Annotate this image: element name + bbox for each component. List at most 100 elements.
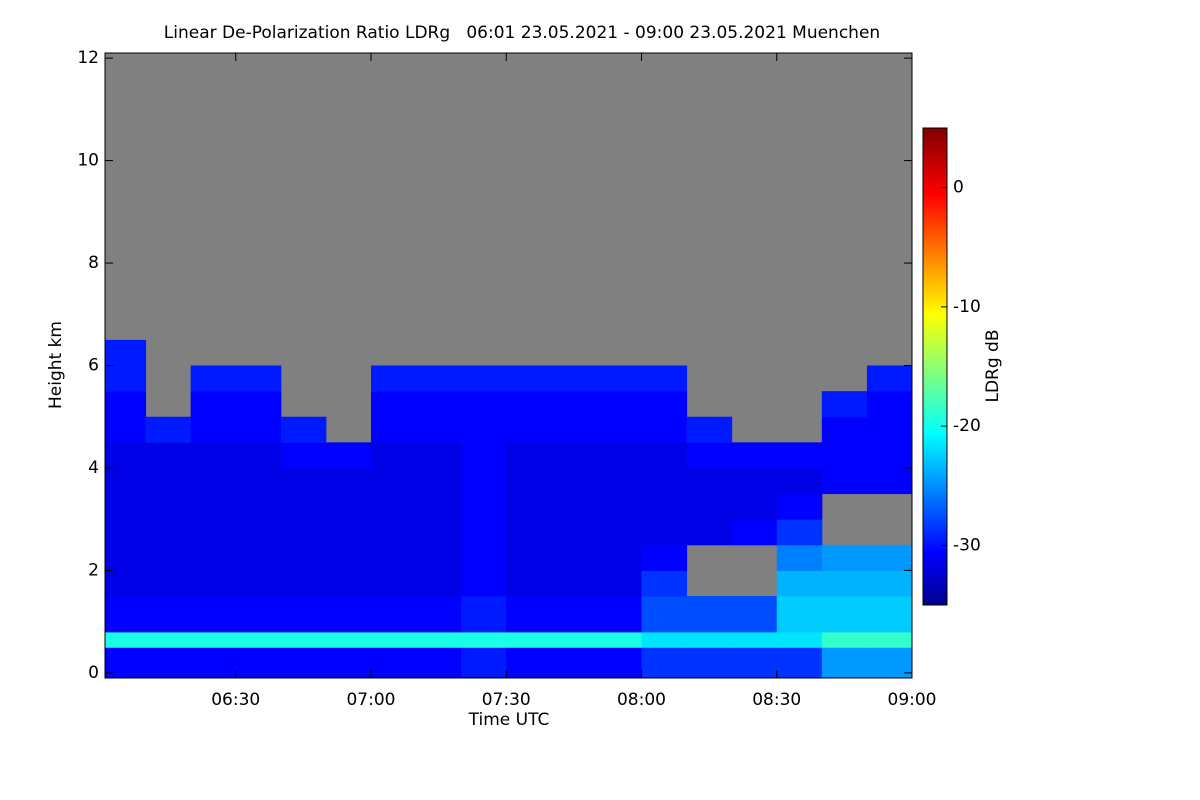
heat-cell xyxy=(416,493,462,520)
heat-cell xyxy=(235,631,282,648)
heat-cell xyxy=(731,596,778,633)
heat-cell xyxy=(731,493,778,520)
colorbar-tick-label: 0 xyxy=(953,178,964,198)
heat-cell xyxy=(551,596,597,633)
heat-cell xyxy=(280,416,327,443)
heat-cell xyxy=(866,442,913,469)
x-tick-label: 07:00 xyxy=(346,690,395,710)
heat-cell xyxy=(105,493,147,520)
heat-cell xyxy=(280,493,327,520)
heat-cell xyxy=(461,570,507,597)
heat-cell xyxy=(596,544,642,571)
heat-cell xyxy=(821,570,868,597)
heat-cell xyxy=(280,519,327,546)
heat-cell xyxy=(821,467,868,495)
heat-cell xyxy=(416,631,462,648)
heat-cell xyxy=(105,467,147,495)
heat-cell xyxy=(105,570,147,597)
heat-cell xyxy=(416,416,462,443)
heat-cell xyxy=(596,467,642,495)
heat-cell xyxy=(866,365,913,392)
heat-cell xyxy=(190,467,237,495)
heat-cell xyxy=(551,631,597,648)
heat-cell xyxy=(551,570,597,597)
colorbar-label: LDRg dB xyxy=(983,329,1003,402)
heat-cell xyxy=(731,519,778,546)
heat-cell xyxy=(551,391,597,418)
y-tick-label: 2 xyxy=(88,560,99,580)
heat-cell xyxy=(596,570,642,597)
heat-cell xyxy=(641,365,688,392)
heat-cell xyxy=(105,519,147,546)
heat-cell xyxy=(370,467,417,495)
heat-cell xyxy=(821,647,868,679)
heat-cell xyxy=(235,467,282,495)
heat-cell xyxy=(190,493,237,520)
heat-cell xyxy=(866,467,913,495)
heat-cell xyxy=(461,493,507,520)
heat-cell xyxy=(235,570,282,597)
heat-cell xyxy=(416,467,462,495)
heat-cell xyxy=(145,544,192,571)
heat-cell xyxy=(866,544,913,571)
heat-cell xyxy=(866,647,913,679)
heat-cell xyxy=(821,391,868,418)
heat-cell xyxy=(461,519,507,546)
heat-cell xyxy=(105,416,147,443)
heat-cell xyxy=(325,596,372,633)
heat-cell xyxy=(105,647,147,679)
heat-cell xyxy=(370,391,417,418)
heat-cell xyxy=(776,544,823,571)
heat-cell xyxy=(686,631,733,648)
heat-cell xyxy=(461,467,507,495)
heat-cell xyxy=(776,442,823,469)
heat-cell xyxy=(416,365,462,392)
heat-cell xyxy=(506,365,552,392)
heat-cell xyxy=(235,647,282,679)
heat-cell xyxy=(596,442,642,469)
x-tick-label: 08:30 xyxy=(752,690,801,710)
heat-cell xyxy=(325,631,372,648)
x-tick-label: 06:30 xyxy=(211,690,260,710)
heat-cell xyxy=(641,631,688,648)
heat-cell xyxy=(686,467,733,495)
y-tick-label: 8 xyxy=(88,253,99,273)
heat-cell xyxy=(551,442,597,469)
heat-cell xyxy=(370,631,417,648)
heat-cell xyxy=(821,442,868,469)
heat-cell xyxy=(235,519,282,546)
heat-cell xyxy=(821,416,868,443)
heat-cell xyxy=(551,647,597,679)
heat-cell xyxy=(506,596,552,633)
heat-cell xyxy=(596,365,642,392)
heat-cell xyxy=(145,467,192,495)
heat-cell xyxy=(596,416,642,443)
heat-cell xyxy=(325,570,372,597)
heat-cell xyxy=(145,631,192,648)
heat-cell xyxy=(235,596,282,633)
colorbar-tick-label: -30 xyxy=(953,535,981,555)
heat-cell xyxy=(551,365,597,392)
heat-cell xyxy=(821,544,868,571)
colorbar-tick-label: -20 xyxy=(953,416,981,436)
colorbar-tick-label: -10 xyxy=(953,297,981,317)
heat-cell xyxy=(416,544,462,571)
heat-cell xyxy=(821,631,868,648)
heat-cell xyxy=(686,596,733,633)
heat-cell xyxy=(776,596,823,633)
heat-cell xyxy=(776,647,823,679)
heat-cell xyxy=(641,519,688,546)
heat-cell xyxy=(190,631,237,648)
heat-cell xyxy=(506,647,552,679)
heat-cell xyxy=(105,544,147,571)
heat-cell xyxy=(641,493,688,520)
heat-cell xyxy=(280,647,327,679)
heat-cell xyxy=(866,570,913,597)
heat-cell xyxy=(145,442,192,469)
heat-cell xyxy=(145,493,192,520)
heat-cell xyxy=(686,519,733,546)
heat-cell xyxy=(190,647,237,679)
heat-cell xyxy=(776,493,823,520)
heat-cell xyxy=(596,647,642,679)
